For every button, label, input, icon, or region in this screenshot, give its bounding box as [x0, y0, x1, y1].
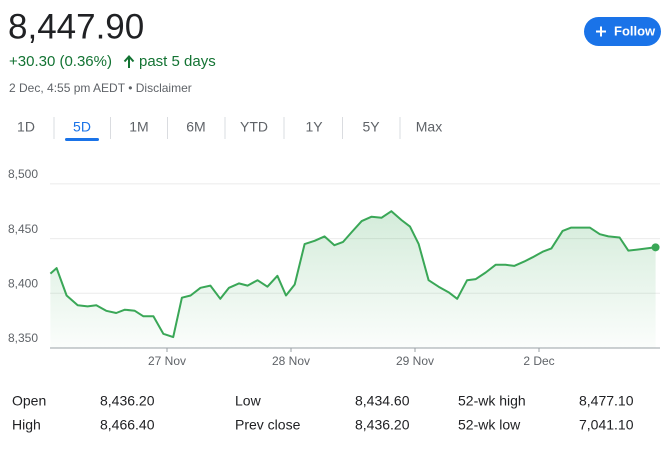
- tab-underline: [65, 138, 99, 141]
- stat-label: 52-wk low: [458, 417, 521, 433]
- change: +30.30 (0.36%): [9, 53, 112, 70]
- x-tick-label: 27 Nov: [148, 354, 186, 368]
- x-tick-label: 2 Dec: [523, 354, 554, 368]
- y-tick-label: 8,450: [8, 222, 38, 236]
- tab[interactable]: 1D: [17, 119, 35, 135]
- stat-label: Open: [12, 393, 46, 409]
- stat-label: Low: [235, 393, 262, 409]
- price: 8,447.90: [8, 7, 144, 46]
- stat-value: 8,477.10: [579, 393, 634, 409]
- price-line: [49, 210, 656, 339]
- stat-value: 7,041.10: [579, 417, 634, 433]
- x-tick-label: 29 Nov: [396, 354, 434, 368]
- end-dot: [651, 243, 660, 252]
- follow-button[interactable]: Follow: [584, 17, 661, 46]
- stats-table: Open 8,436.20 Low 8,434.60 52-wk high 8,477.1…: [12, 393, 634, 433]
- follow-label[interactable]: Follow: [614, 23, 656, 38]
- stat-value: 8,436.20: [355, 417, 410, 433]
- tab[interactable]: 5Y: [362, 119, 380, 135]
- y-tick-label: 8,350: [8, 331, 38, 345]
- tab[interactable]: 6M: [186, 119, 205, 135]
- chart: 8,350 8,400 8,450 8,500 27 Nov 28 Nov 29 Nov 2 …: [8, 167, 660, 368]
- y-tick-label: 8,500: [8, 167, 38, 181]
- time: 2 Dec, 4:55 pm AEDT: [9, 81, 126, 95]
- plus-icon: [596, 26, 606, 37]
- x-tick-label: 28 Nov: [272, 354, 310, 368]
- area: [50, 211, 656, 348]
- tab[interactable]: YTD: [240, 119, 268, 135]
- timestamp: 2 Dec, 4:55 pm AEDT • Disclaimer: [9, 81, 192, 95]
- up-arrow: [123, 55, 135, 68]
- tab[interactable]: 5D: [73, 119, 91, 135]
- tab[interactable]: 1M: [129, 119, 148, 135]
- stat-label: 52-wk high: [458, 393, 526, 409]
- range-tabs: 1D 5D 1M 6M YTD 1Y 5Y Max: [17, 117, 442, 141]
- stat-value: 8,466.40: [100, 417, 155, 433]
- separator: •: [128, 81, 132, 95]
- follow-bg[interactable]: [584, 17, 661, 46]
- y-tick-label: 8,400: [8, 276, 38, 290]
- stat-label: High: [12, 417, 41, 433]
- stat-value: 8,436.20: [100, 393, 155, 409]
- stat-value: 8,434.60: [355, 393, 410, 409]
- tab[interactable]: 1Y: [305, 119, 323, 135]
- stat-label: Prev close: [235, 417, 301, 433]
- period: past 5 days: [139, 53, 216, 70]
- tab[interactable]: Max: [416, 119, 442, 135]
- disclaimer-link[interactable]: Disclaimer: [136, 81, 192, 95]
